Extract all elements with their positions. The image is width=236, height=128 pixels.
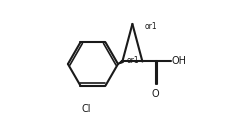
Text: OH: OH [171, 56, 186, 66]
Text: or1: or1 [126, 56, 139, 65]
Text: Cl: Cl [81, 104, 91, 114]
Text: or1: or1 [145, 22, 158, 31]
Text: O: O [152, 89, 159, 99]
